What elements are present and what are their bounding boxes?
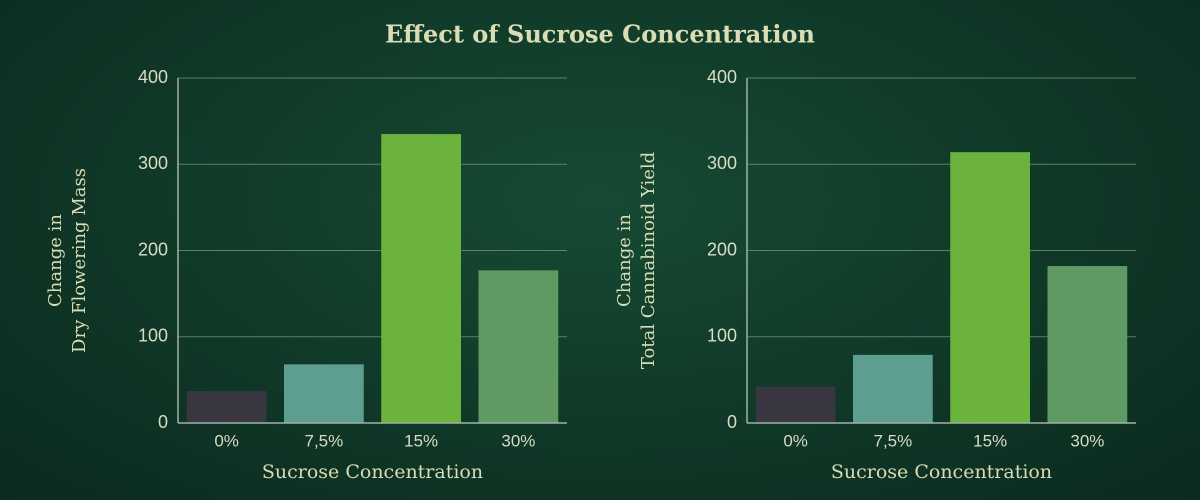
bar [853, 354, 933, 423]
x-tick-label: 15% [404, 431, 438, 450]
bar [284, 364, 364, 423]
x-axis-label: Sucrose Concentration [831, 461, 1052, 483]
x-tick-label: 15% [973, 431, 1007, 450]
x-tick-label: 0% [783, 431, 808, 450]
y-tick-label: 0 [727, 412, 737, 432]
y-tick-label: 100 [707, 326, 737, 346]
y-tick-label: 400 [138, 67, 168, 87]
y-tick-label: 100 [138, 326, 168, 346]
y-axis-label: Total Cannabinoid Yield [638, 152, 659, 369]
bar [755, 386, 836, 423]
y-tick-label: 200 [707, 239, 737, 259]
x-tick-label: 7,5% [874, 431, 913, 450]
bar [381, 134, 461, 423]
x-tick-label: 30% [1070, 431, 1104, 450]
x-tick-label: 0% [214, 431, 239, 450]
bar [478, 270, 559, 423]
y-tick-label: 300 [707, 153, 737, 173]
bar [1047, 266, 1128, 423]
y-axis-label: Change in [614, 214, 635, 307]
y-axis-label: Dry Flowering Mass [69, 168, 90, 353]
bar [950, 152, 1030, 424]
y-tick-label: 400 [707, 67, 737, 87]
y-tick-label: 200 [138, 239, 168, 259]
x-tick-label: 30% [501, 431, 535, 450]
y-axis-label: Change in [45, 214, 66, 307]
chart-title: Effect of Sucrose Concentration [385, 20, 815, 49]
x-tick-label: 7,5% [305, 431, 344, 450]
y-tick-label: 300 [138, 153, 168, 173]
y-tick-label: 0 [158, 412, 168, 432]
x-axis-label: Sucrose Concentration [262, 461, 483, 483]
bar [186, 391, 267, 423]
